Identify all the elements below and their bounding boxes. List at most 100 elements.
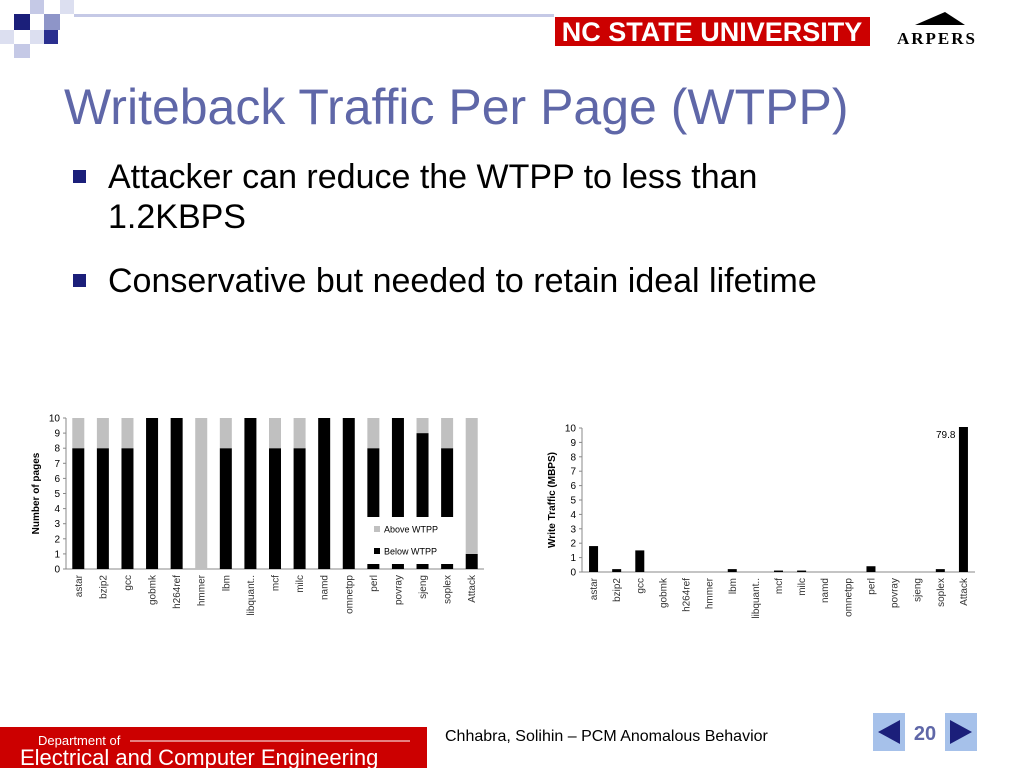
logo-banner bbox=[555, 17, 870, 46]
legend-label: Above WTPP bbox=[384, 525, 438, 535]
prev-arrow[interactable] bbox=[878, 720, 900, 744]
bar-segment bbox=[96, 418, 109, 449]
bar-segment bbox=[416, 418, 429, 434]
x-tick-label: h264ref bbox=[172, 575, 183, 609]
y-tick-label: 0 bbox=[570, 568, 576, 579]
bullet-text: Attacker can reduce the WTPP to less tha… bbox=[108, 158, 757, 236]
y-tick-label: 3 bbox=[570, 524, 576, 535]
corner-decoration bbox=[0, 0, 554, 58]
legend-label: Below WTPP bbox=[384, 547, 437, 557]
dept-small: Department of bbox=[38, 733, 121, 748]
bar bbox=[935, 569, 945, 572]
x-tick-label: mcf bbox=[774, 578, 785, 594]
y-tick-label: 2 bbox=[54, 534, 60, 545]
bar bbox=[612, 569, 622, 572]
citation: Chhabra, Solihin – PCM Anomalous Behavio… bbox=[445, 728, 769, 745]
next-arrow[interactable] bbox=[950, 720, 972, 744]
y-tick-label: 4 bbox=[570, 510, 576, 521]
y-tick-label: 2 bbox=[570, 539, 576, 550]
bar-segment bbox=[72, 418, 85, 449]
y-tick-label: 3 bbox=[54, 519, 60, 530]
y-tick-label: 5 bbox=[570, 496, 576, 507]
x-tick-label: hmmer bbox=[705, 577, 716, 609]
bullet-marker bbox=[73, 170, 86, 183]
lab-logo-mark bbox=[915, 12, 965, 25]
x-tick-label: mcf bbox=[271, 575, 282, 591]
x-tick-label: lbm bbox=[728, 578, 739, 594]
y-axis-label: Number of pages bbox=[31, 452, 42, 534]
x-tick-label: namd bbox=[320, 575, 331, 600]
lab-logo: ARPERS bbox=[897, 29, 977, 48]
x-tick-label: milc bbox=[797, 578, 808, 596]
bar-segment bbox=[318, 418, 331, 569]
y-tick-label: 9 bbox=[570, 438, 576, 449]
bullet-marker bbox=[73, 274, 86, 287]
page-number: 20 bbox=[914, 723, 936, 745]
x-tick-label: astar bbox=[589, 577, 600, 600]
bar-segment bbox=[219, 418, 232, 449]
bar-segment bbox=[96, 448, 109, 569]
bullet-text: Conservative but needed to retain ideal … bbox=[108, 262, 817, 300]
y-tick-label: 5 bbox=[54, 489, 60, 500]
x-tick-label: povray bbox=[890, 578, 901, 608]
bar-segment bbox=[342, 418, 355, 569]
y-tick-label: 1 bbox=[54, 549, 60, 560]
bar-segment bbox=[293, 418, 306, 449]
bar-segment bbox=[244, 418, 257, 569]
bar-segment bbox=[269, 448, 281, 569]
bar-segment bbox=[441, 418, 454, 449]
bar bbox=[797, 570, 807, 572]
y-tick-label: 6 bbox=[54, 474, 60, 485]
y-tick-label: 8 bbox=[570, 452, 576, 463]
y-tick-label: 10 bbox=[49, 414, 61, 425]
footer-band bbox=[0, 727, 427, 768]
logo-text: NC STATE UNIVERSITY bbox=[562, 17, 863, 47]
x-tick-label: libquant.. bbox=[751, 578, 762, 619]
dept-name: Electrical and Computer Engineering bbox=[20, 745, 378, 768]
x-tick-label: h264ref bbox=[682, 578, 693, 612]
bar bbox=[589, 546, 599, 572]
x-tick-label: sjeng bbox=[913, 578, 924, 602]
x-tick-label: perl bbox=[369, 575, 380, 592]
y-tick-label: 8 bbox=[54, 444, 60, 455]
bar bbox=[866, 566, 876, 572]
x-tick-label: bzip2 bbox=[98, 575, 109, 599]
bar bbox=[635, 550, 645, 572]
x-tick-label: lbm bbox=[221, 575, 232, 591]
y-tick-label: 1 bbox=[570, 553, 576, 564]
bar-segment bbox=[465, 418, 478, 554]
x-tick-label: milc bbox=[295, 575, 306, 593]
bar-segment bbox=[293, 448, 306, 569]
x-tick-label: namd bbox=[820, 578, 831, 603]
bar-segment bbox=[72, 448, 85, 569]
bar-segment bbox=[195, 418, 208, 569]
x-tick-label: libquant.. bbox=[246, 575, 257, 616]
x-tick-label: gcc bbox=[635, 578, 646, 594]
bar bbox=[727, 569, 737, 572]
bar-segment bbox=[121, 448, 134, 569]
legend-swatch bbox=[374, 526, 380, 532]
x-tick-label: bzip2 bbox=[612, 578, 623, 602]
y-tick-label: 6 bbox=[570, 481, 576, 492]
x-tick-label: perl bbox=[866, 578, 877, 595]
y-tick-label: 7 bbox=[570, 467, 576, 478]
x-tick-label: gobmk bbox=[148, 574, 159, 605]
legend-box bbox=[366, 517, 462, 564]
y-tick-label: 0 bbox=[54, 565, 60, 576]
x-tick-label: gcc bbox=[123, 575, 134, 591]
bar bbox=[774, 570, 783, 572]
x-tick-label: omnetpp bbox=[344, 575, 355, 614]
slide-title: Writeback Traffic Per Page (WTPP) bbox=[64, 79, 848, 135]
bar-segment bbox=[170, 418, 183, 569]
x-tick-label: astar bbox=[74, 574, 85, 597]
bar-segment bbox=[121, 418, 134, 449]
bar bbox=[958, 427, 968, 572]
y-tick-label: 9 bbox=[54, 429, 60, 440]
y-tick-label: 4 bbox=[54, 504, 60, 515]
x-tick-label: gobmk bbox=[658, 577, 669, 608]
x-tick-label: soplex bbox=[443, 575, 454, 604]
value-label: 79.8 bbox=[936, 430, 956, 441]
legend-swatch bbox=[374, 548, 380, 554]
bar-segment bbox=[269, 418, 281, 449]
